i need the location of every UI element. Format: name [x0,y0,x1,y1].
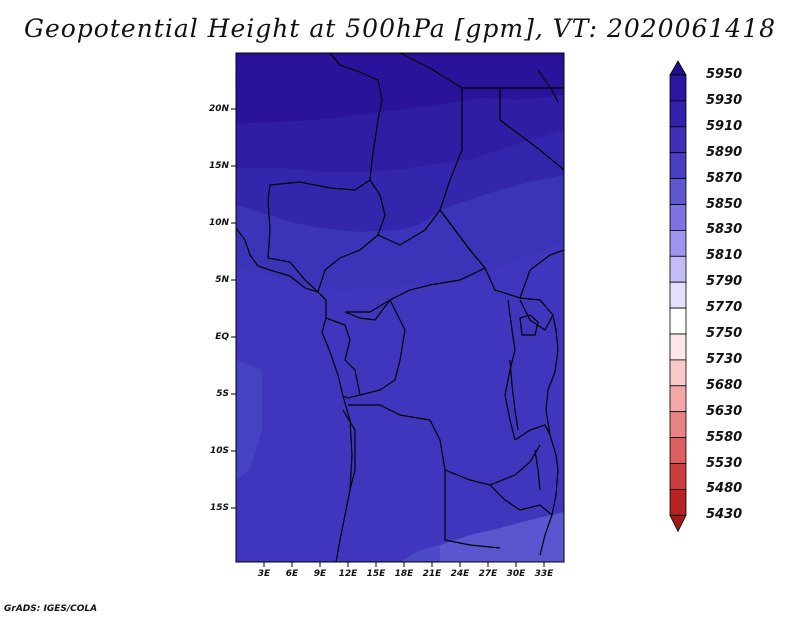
credit-text: GrADS: IGES/COLA [4,604,98,614]
border-congo [342,298,406,399]
colorbar-level-label: 5750 [706,326,743,341]
lat-label-eq: EQ [215,332,229,342]
colorbar-level-label: 5770 [706,300,743,316]
field-southwest-ocean [236,360,262,480]
lake-tanganyika [509,359,519,431]
lat-label-15s: 15S [209,503,229,513]
lat-label-5n: 5N [215,275,229,285]
colorbar-swatch [669,152,687,179]
colorbar-top-arrow [669,60,687,76]
lon-label-27e: 27E [478,569,498,579]
lon-label-6e: 6E [285,569,299,579]
lat-label-5s: 5S [216,389,229,399]
border-niger-south [269,179,386,216]
colorbar-level-label: 5850 [706,196,743,212]
border-drc-south [348,404,521,511]
colorbar-level-label: 5890 [706,144,743,160]
colorbar-level-label: 5730 [706,351,743,367]
colorbar-level-label: 5790 [706,274,743,290]
longitude-ticks [263,562,545,567]
field-sahel-band [236,130,564,232]
colorbar-swatch [669,126,687,154]
colorbar-swatch [669,281,687,309]
map-frame [235,52,565,563]
lon-label-24e: 24E [450,569,470,579]
colorbar-swatch [669,100,687,128]
border-sudan-east [499,88,565,171]
colorbar-swatch [669,488,687,516]
colorbar-level-label: 5530 [706,455,743,471]
colorbar-level-label: 5830 [706,222,743,238]
colorbar-level-label: 5430 [706,507,743,523]
lon-label-30e: 30E [506,569,526,579]
red-sea-coast [537,69,559,103]
border-angola-coast-dn [342,409,356,491]
lon-label-12e: 12E [338,569,358,579]
colorbar-swatch [669,385,687,413]
colorbar-level-label: 5810 [706,248,743,264]
colorbar-level-label: 5630 [706,403,743,419]
colorbar-swatch [669,333,687,361]
field-southeast-light [440,512,564,562]
border-tanzania [514,424,551,441]
lon-label-9e: 9E [313,569,327,579]
border-gabon [325,317,361,396]
colorbar-swatch [669,437,687,464]
border-sahara-1 [329,52,383,181]
colorbar-swatch [669,255,687,283]
lat-label-15n: 15N [208,161,229,171]
colorbar-level-label: 5930 [706,92,743,108]
border-ethiopia [519,249,565,299]
field-far-north [236,53,564,124]
colorbar-level-label: 5580 [706,429,743,445]
colorbar-level-label: 5480 [706,481,743,497]
colorbar-bottom-arrow [669,514,687,533]
colorbar-level-label: 5870 [706,170,743,186]
colorbar-level-label: 5950 [706,67,743,82]
field-tropical-band [236,175,564,290]
colorbar-swatch [669,74,687,102]
lat-label-10s: 10S [209,446,229,456]
field-north-band [236,95,564,172]
latitude-ticks [231,108,236,509]
lon-label-18e: 18E [394,569,414,579]
coastline-west-africa [235,227,353,563]
lon-label-21e: 21E [422,569,442,579]
lat-label-20n: 20N [208,104,229,114]
colorbar [669,60,687,533]
field-south-edge [400,545,440,562]
coastlines-and-borders [235,52,565,563]
colorbar-level-label: 5910 [706,118,743,134]
border-nigeria [267,184,319,293]
colorbar-swatch [669,204,687,231]
colorbar-swatch [669,359,687,387]
lon-label-15e: 15E [366,569,386,579]
map-title: Geopotential Height at 500hPa [gpm], VT:… [23,14,777,43]
border-east-lakes [504,299,516,441]
lon-label-33e: 33E [534,569,554,579]
border-mozambique [519,504,553,516]
lake-victoria [519,314,539,336]
colorbar-swatch [669,463,687,490]
map-panel [236,53,564,562]
colorbar-swatch [669,178,687,205]
border-sahara-2 [399,52,463,150]
lat-label-10n: 10N [208,218,229,228]
lake-malawi [534,449,541,491]
colorbar-swatch [669,229,687,257]
border-angola-east [444,470,501,549]
colorbar-swatch [669,411,687,439]
colorbar-level-label: 5680 [706,377,743,393]
lon-label-3e: 3E [257,569,271,579]
colorbar-swatch [669,307,687,335]
